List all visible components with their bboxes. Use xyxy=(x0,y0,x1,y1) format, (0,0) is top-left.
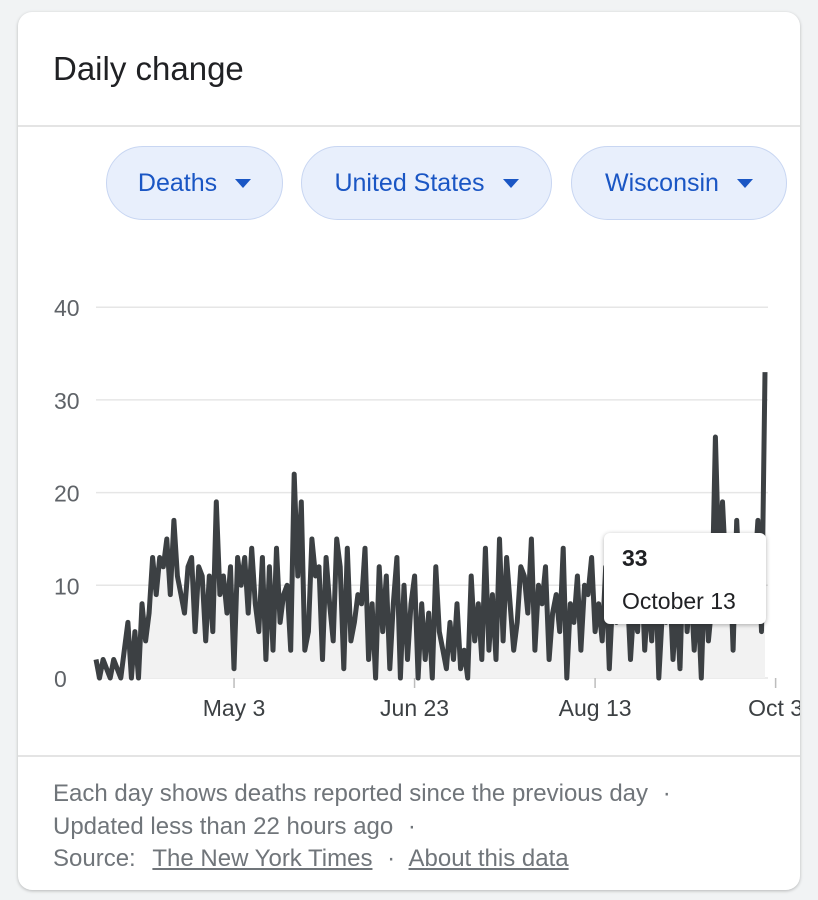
dropdown-caret-icon xyxy=(235,178,252,188)
dropdown-caret-icon xyxy=(736,178,753,188)
country-dropdown-label: United States xyxy=(334,168,485,197)
footer-separator: · xyxy=(387,845,396,872)
chart-tooltip: 33 October 13 xyxy=(604,533,766,624)
region-dropdown-label: Wisconsin xyxy=(605,168,719,197)
footer-separator: · xyxy=(407,812,416,840)
y-tick-label: 40 xyxy=(54,295,80,321)
country-dropdown[interactable]: United States xyxy=(301,146,552,220)
footer-divider xyxy=(18,755,800,757)
about-data-link[interactable]: About this data xyxy=(408,845,569,872)
x-tick-label: Aug 13 xyxy=(559,695,632,721)
y-tick-label: 30 xyxy=(54,388,80,414)
card-title: Daily change xyxy=(53,50,244,87)
y-tick-label: 20 xyxy=(54,481,80,507)
daily-change-chart[interactable]: 0 10 20 30 40 May 3 Jun 23 Aug 13 Oct 3 xyxy=(18,252,800,732)
chart-footer: Each day shows deaths reported since the… xyxy=(53,778,679,876)
metric-dropdown[interactable]: Deaths xyxy=(106,146,283,220)
footer-description: Each day shows deaths reported since the… xyxy=(53,780,649,807)
region-dropdown[interactable]: Wisconsin xyxy=(571,146,787,220)
y-tick-label: 0 xyxy=(54,666,67,692)
x-tick-label: Oct 3 xyxy=(748,695,800,721)
source-link[interactable]: The New York Times xyxy=(152,845,373,872)
dropdown-caret-icon xyxy=(502,178,519,188)
daily-change-card: Daily change Deaths United States Wiscon… xyxy=(18,12,800,890)
footer-separator: · xyxy=(662,780,671,807)
x-tick-label: May 3 xyxy=(203,695,266,721)
header-divider xyxy=(18,125,800,127)
footer-source-label: Source: xyxy=(53,845,136,872)
x-tick-label: Jun 23 xyxy=(380,695,449,721)
tooltip-value: 33 xyxy=(622,545,648,571)
tooltip-date: October 13 xyxy=(622,588,736,614)
y-tick-label: 10 xyxy=(54,573,80,599)
footer-updated: Updated less than 22 hours ago xyxy=(53,812,394,840)
metric-dropdown-label: Deaths xyxy=(137,168,218,197)
